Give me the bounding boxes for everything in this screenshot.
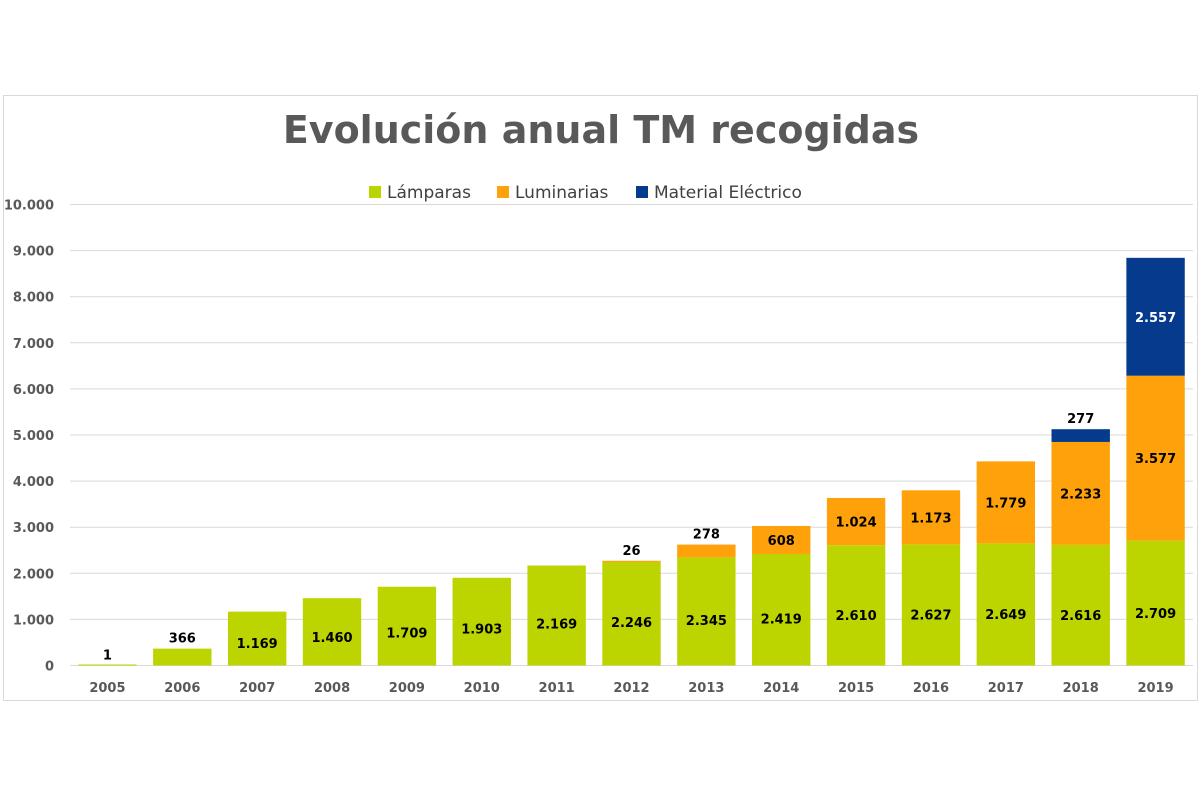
- y-tick-label: 2.000: [13, 567, 54, 582]
- bar-material-electrico-2019: [1126, 257, 1185, 376]
- bar-lamparas-2016: [901, 544, 961, 666]
- x-tick-label: 2007: [239, 681, 275, 696]
- y-tick-label: 6.000: [13, 383, 54, 398]
- data-label-lamparas-2014: 2.419: [761, 613, 802, 628]
- bar-luminarias-2017: [976, 461, 1036, 544]
- bar-lamparas-2006: [153, 648, 212, 666]
- bar-lamparas-2005: [78, 664, 137, 666]
- data-label-luminarias-2016: 1.173: [910, 511, 951, 526]
- y-tick-label: 0: [45, 660, 54, 675]
- bar-luminarias-2016: [901, 490, 961, 545]
- x-tick-label: 2008: [314, 681, 350, 696]
- bar-lamparas-2007: [227, 611, 287, 666]
- legend-label-luminarias: Luminarias: [515, 183, 609, 203]
- legend-swatch-luminarias: [497, 186, 509, 198]
- data-label-lamparas-2015: 2.610: [836, 609, 877, 624]
- data-label-lamparas-2010: 1.903: [461, 623, 502, 638]
- x-tick-label: 2012: [613, 681, 649, 696]
- bar-lamparas-2008: [302, 598, 362, 666]
- bar-lamparas-2013: [677, 557, 736, 666]
- bar-lamparas-2011: [527, 565, 586, 666]
- bar-lamparas-2017: [976, 543, 1036, 666]
- bar-material-electrico-2018: [1051, 429, 1110, 442]
- y-tick-label: 1.000: [13, 613, 54, 628]
- x-tick-label: 2010: [464, 681, 500, 696]
- y-axis: 0 1.000 2.000 3.000 4.000 5.000 6.000 7.000 8.00…: [4, 199, 54, 675]
- data-label-luminarias-2015: 1.024: [836, 516, 877, 531]
- bar-lamparas-2009: [377, 586, 437, 666]
- data-label-lamparas-2012: 2.246: [611, 616, 652, 631]
- x-tick-label: 2009: [389, 681, 425, 696]
- data-label-lamparas-2013: 2.345: [686, 614, 727, 629]
- x-tick-label: 2011: [539, 681, 575, 696]
- bar-lamparas-2015: [826, 545, 886, 666]
- x-tick-label: 2017: [988, 681, 1024, 696]
- bar-lamparas-2010: [452, 577, 511, 666]
- legend-label-lamparas: Lámparas: [387, 183, 471, 203]
- bar-luminarias-2012: [602, 560, 661, 562]
- plot-area: 1 366 1.169 1.460 1.709 1.903 2.169 2.246 26 2.34…: [78, 257, 1185, 666]
- y-tick-label: 8.000: [13, 291, 54, 306]
- x-tick-label: 2015: [838, 681, 874, 696]
- data-label-luminarias-2012: 26: [622, 544, 640, 559]
- data-label-lamparas-2016: 2.627: [910, 609, 951, 624]
- y-tick-label: 9.000: [13, 245, 54, 260]
- data-label-luminarias-2017: 1.779: [985, 496, 1026, 511]
- x-tick-label: 2016: [913, 681, 949, 696]
- bar-lamparas-2018: [1051, 544, 1110, 666]
- data-label-luminarias-2014: 608: [768, 534, 795, 549]
- legend-label-material-electrico: Material Eléctrico: [654, 183, 802, 203]
- data-label-luminarias-2018: 2.233: [1060, 487, 1101, 502]
- data-label-lamparas-2009: 1.709: [386, 626, 427, 641]
- legend: Lámparas Luminarias Material Eléctrico: [369, 183, 802, 203]
- legend-swatch-material-electrico: [636, 186, 648, 198]
- data-label-lamparas-2007: 1.169: [237, 637, 278, 652]
- x-tick-label: 2006: [164, 681, 200, 696]
- bar-luminarias-2018: [1051, 441, 1110, 545]
- data-label-lamparas-2018: 2.616: [1060, 609, 1101, 624]
- data-label-lamparas-2006: 366: [169, 632, 196, 647]
- bar-luminarias-2019: [1126, 375, 1185, 541]
- x-tick-label: 2013: [688, 681, 724, 696]
- data-label-luminarias-2013: 278: [693, 528, 720, 543]
- x-tick-label: 2005: [89, 681, 125, 696]
- data-label-lamparas-2017: 2.649: [985, 608, 1026, 623]
- y-tick-label: 10.000: [4, 199, 54, 214]
- data-label-lamparas-2011: 2.169: [536, 618, 577, 633]
- data-label-luminarias-2019: 3.577: [1135, 452, 1176, 467]
- chart-title: Evolución anual TM recogidas: [283, 108, 919, 152]
- bar-lamparas-2012: [602, 561, 661, 666]
- bar-lamparas-2014: [752, 553, 811, 666]
- y-tick-label: 5.000: [13, 429, 54, 444]
- legend-swatch-lamparas: [369, 186, 381, 198]
- chart-frame: [3, 95, 1198, 701]
- y-tick-label: 7.000: [13, 337, 54, 352]
- bar-luminarias-2014: [752, 525, 811, 554]
- y-tick-label: 4.000: [13, 475, 54, 490]
- data-label-material-electrico-2018: 277: [1067, 412, 1094, 427]
- x-tick-label: 2019: [1137, 681, 1173, 696]
- data-label-lamparas-2008: 1.460: [311, 631, 352, 646]
- bar-luminarias-2013: [677, 544, 736, 558]
- data-label-lamparas-2005: 1: [103, 648, 112, 663]
- bar-luminarias-2015: [826, 497, 886, 546]
- x-tick-label: 2014: [763, 681, 799, 696]
- x-tick-label: 2018: [1063, 681, 1099, 696]
- y-tick-label: 3.000: [13, 521, 54, 536]
- x-axis: 2005 2006 2007 2008 2009 2010 2011 2012 2013 2014…: [89, 681, 1173, 696]
- data-label-lamparas-2019: 2.709: [1135, 607, 1176, 622]
- data-label-material-electrico-2019: 2.557: [1135, 311, 1176, 326]
- bar-lamparas-2019: [1126, 540, 1185, 666]
